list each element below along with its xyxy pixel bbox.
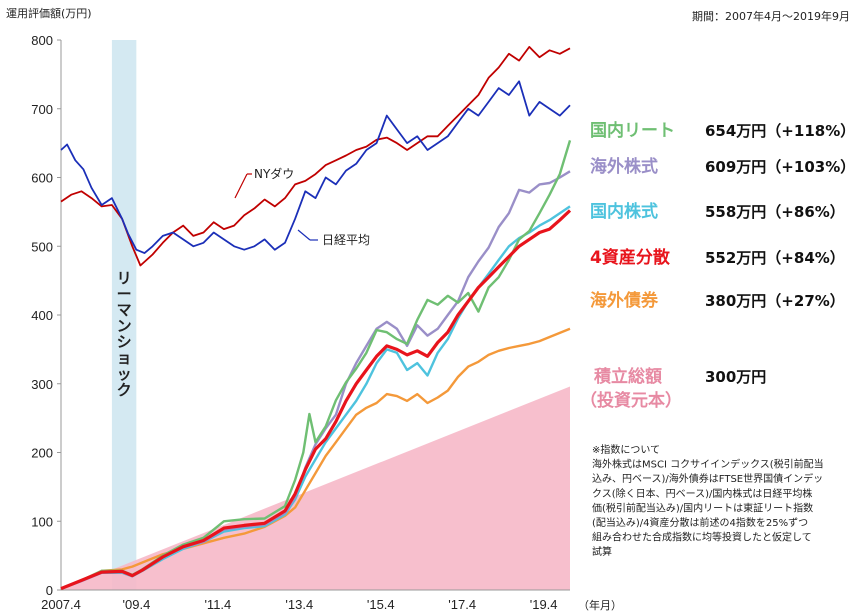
x-tick-label: '13.4 xyxy=(285,597,313,612)
shaded-period-label: リーマンショック xyxy=(117,269,132,399)
legend-item: 海外株式 609万円（+103%） xyxy=(590,156,855,177)
legend-value: 609万円（+103%） xyxy=(705,158,855,176)
x-axis-title: （年月） xyxy=(578,598,622,612)
series-line xyxy=(60,80,571,254)
legend-value: 380万円（+27%） xyxy=(705,292,845,310)
legend-item: 国内リート 654万円（+118%） xyxy=(590,120,855,141)
y-tick-label: 500 xyxy=(31,239,53,254)
annotation-nikkei: 日経平均 xyxy=(297,229,370,247)
legend-value: 300万円 xyxy=(705,368,766,386)
y-tick-label: 400 xyxy=(31,308,53,323)
x-tick-label: 2007.4 xyxy=(41,597,81,612)
y-tick-label: 300 xyxy=(31,377,53,392)
legend-name: 海外債券 xyxy=(590,290,659,311)
x-tick-label: '09.4 xyxy=(123,597,151,612)
legend-name: 国内リート xyxy=(590,120,675,141)
legend-name: 国内株式 xyxy=(590,201,658,222)
legend-item: 4資産分散 552万円（+84%） xyxy=(590,247,845,268)
y-tick-label: 700 xyxy=(31,102,53,117)
legend-name: 積立総額（投資元本） xyxy=(580,366,682,411)
x-tick-label: '17.4 xyxy=(448,597,476,612)
legend-value: 558万円（+86%） xyxy=(705,203,845,221)
legend-value: 654万円（+118%） xyxy=(705,122,855,140)
annotation-label: 日経平均 xyxy=(322,233,370,247)
legend: 国内リート 654万円（+118%） 海外株式 609万円（+103%） 国内株式 558… xyxy=(580,120,855,411)
legend-item-principal: 積立総額（投資元本） 300万円 xyxy=(580,366,766,411)
x-tick-label: '19.4 xyxy=(530,597,558,612)
x-tick-label: '11.4 xyxy=(204,597,231,612)
shaded-period xyxy=(111,40,137,590)
principal-area xyxy=(61,386,570,590)
y-tick-label: 100 xyxy=(31,514,53,529)
annotation-nydow: NYダウ xyxy=(234,166,294,199)
legend-name: 4資産分散 xyxy=(590,247,671,268)
annotation-label: NYダウ xyxy=(254,166,294,181)
annotation-leader xyxy=(234,173,248,199)
legend-value: 552万円（+84%） xyxy=(705,249,845,267)
series-line xyxy=(60,46,571,267)
series-line xyxy=(60,209,572,591)
plot-area: リーマンショック 0 100 200 300 400 500 600 700 800 2007.4 '… xyxy=(31,33,572,612)
y-tick-label: 600 xyxy=(31,171,53,186)
legend-item: 国内株式 558万円（+86%） xyxy=(590,201,845,222)
index-note: ※指数について海外株式はMSCI コクサイインデックス(税引前配当込み、円ベース… xyxy=(592,443,824,558)
series-line xyxy=(60,205,571,590)
annotation-leader xyxy=(297,229,311,241)
y-tick-label: 200 xyxy=(31,446,53,461)
y-tick-label: 0 xyxy=(46,583,53,598)
period-label: 期間：2007年4月～2019年9月 xyxy=(692,9,850,23)
y-tick-label: 800 xyxy=(31,33,53,48)
y-axis-title: 運用評価額(万円) xyxy=(6,6,92,20)
series-line xyxy=(60,140,572,590)
legend-name: 海外株式 xyxy=(590,156,658,177)
x-tick-label: '15.4 xyxy=(367,597,395,612)
legend-item: 海外債券 380万円（+27%） xyxy=(590,290,845,311)
